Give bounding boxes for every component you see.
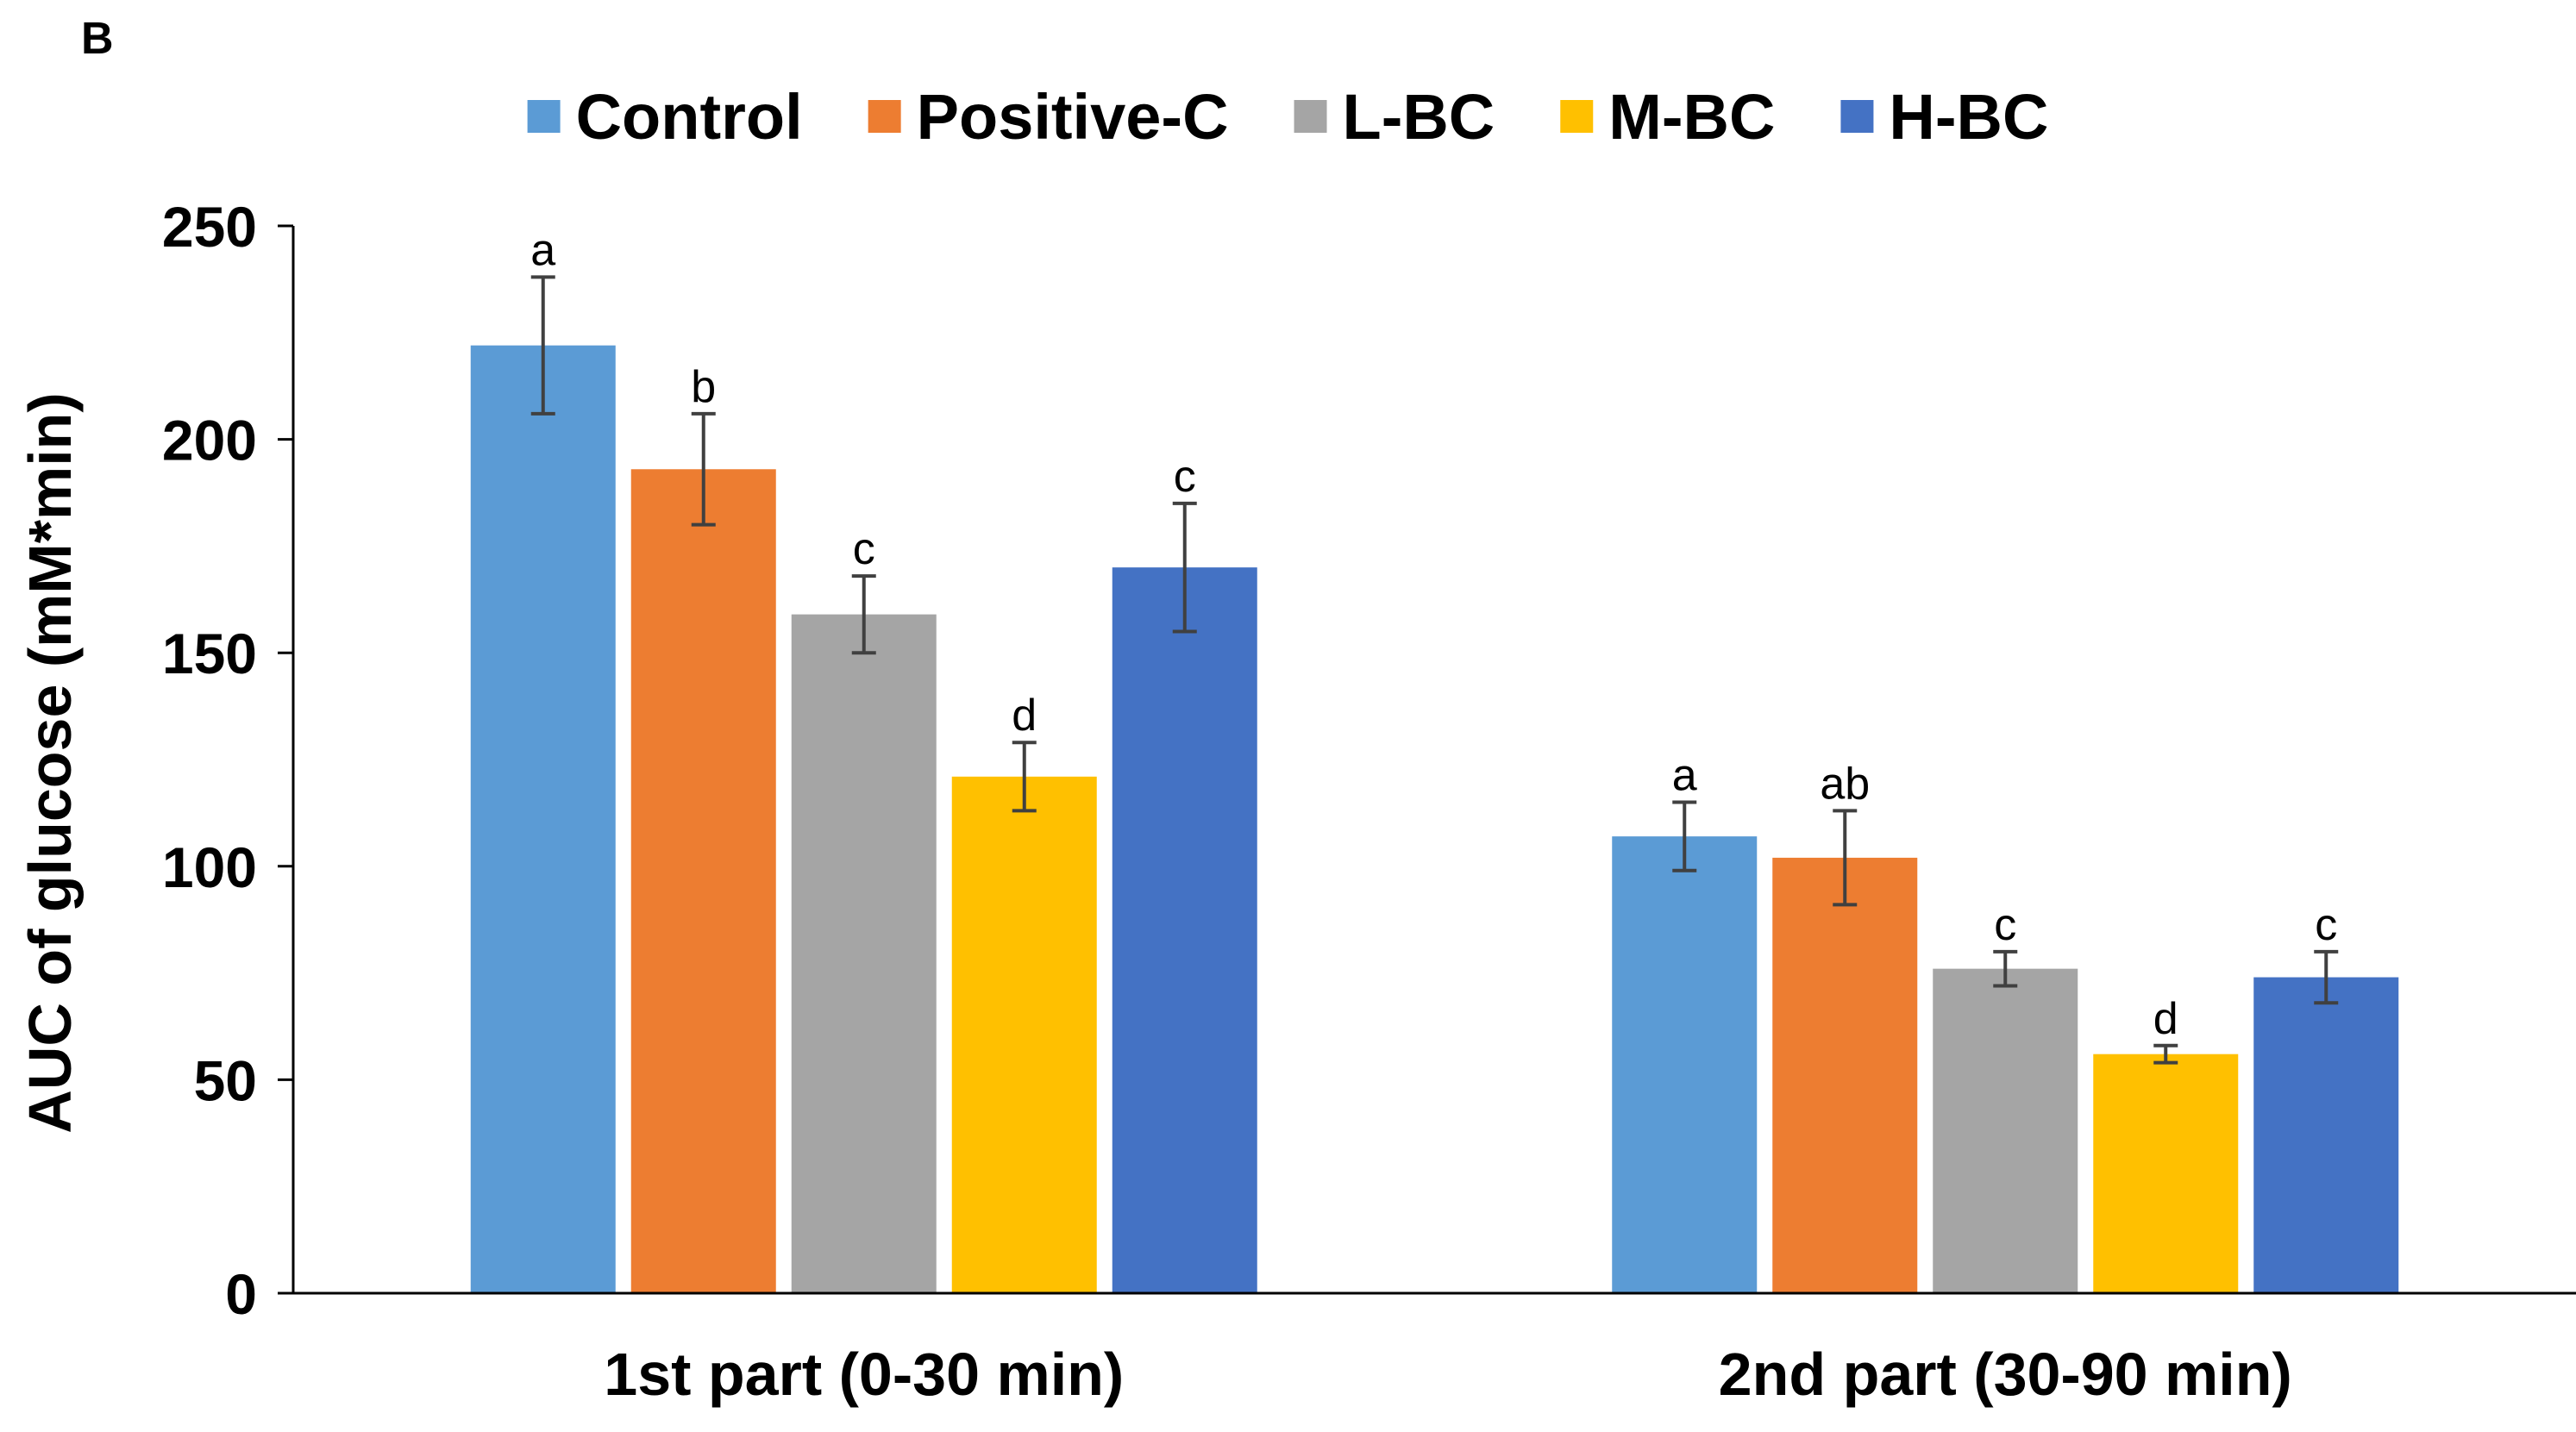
significance-label: ab	[1820, 759, 1870, 809]
legend-item-positive-c: Positive-C	[868, 81, 1229, 153]
legend-label: H-BC	[1889, 81, 2048, 153]
y-tick-label: 150	[162, 622, 257, 685]
significance-label: d	[1012, 691, 1037, 741]
y-tick-label: 100	[162, 835, 257, 899]
legend-swatch	[527, 100, 561, 133]
significance-label: a	[530, 225, 555, 275]
y-axis: 0 50 100 150 200 250	[162, 195, 295, 1326]
legend-swatch	[1560, 100, 1594, 133]
legend-label: Control	[576, 81, 803, 153]
significance-label: c	[2315, 900, 2337, 950]
significance-label: c	[853, 524, 875, 574]
legend-swatch	[1294, 100, 1327, 133]
legend-swatch	[1840, 100, 1874, 133]
legend-item-control: Control	[527, 81, 803, 153]
legend: Control Positive-C L-BC M-BC H-BC	[527, 81, 2048, 153]
legend-label: L-BC	[1343, 81, 1495, 153]
y-tick-label: 250	[162, 195, 257, 259]
significance-label: b	[691, 362, 716, 412]
legend-swatch	[868, 100, 901, 133]
panel-label: B	[81, 14, 114, 64]
bar-m-bc	[951, 776, 1097, 1293]
bar-m-bc	[2093, 1054, 2239, 1293]
bar-positive-c	[1772, 857, 1918, 1293]
bar-l-bc	[1933, 968, 2078, 1293]
significance-label: a	[1672, 751, 1697, 801]
y-tick-label: 0	[225, 1262, 257, 1326]
bar-control	[470, 345, 616, 1293]
legend-label: Positive-C	[917, 81, 1229, 153]
x-category-label: 1st part (0-30 min)	[604, 1341, 1124, 1408]
y-tick-label: 50	[194, 1048, 257, 1112]
y-tick-label: 200	[162, 409, 257, 472]
significance-label: d	[2153, 994, 2178, 1044]
legend-item-h-bc: H-BC	[1840, 81, 2048, 153]
y-axis-title: AUC of glucose (mM*min)	[16, 392, 84, 1133]
legend-item-m-bc: M-BC	[1560, 81, 1775, 153]
legend-item-l-bc: L-BC	[1294, 81, 1495, 153]
bar-control	[1612, 836, 1758, 1293]
bar-h-bc	[2253, 977, 2399, 1293]
x-category-label: 2nd part (30-90 min)	[1719, 1341, 2292, 1408]
bar-l-bc	[791, 614, 937, 1293]
significance-label: c	[1174, 452, 1196, 502]
legend-label: M-BC	[1608, 81, 1775, 153]
significance-label: c	[1994, 900, 2016, 950]
bar-positive-c	[630, 469, 776, 1293]
x-axis: 1st part (0-30 min) 2nd part (30-90 min)	[293, 1291, 2576, 1408]
bar-h-bc	[1112, 567, 1257, 1293]
